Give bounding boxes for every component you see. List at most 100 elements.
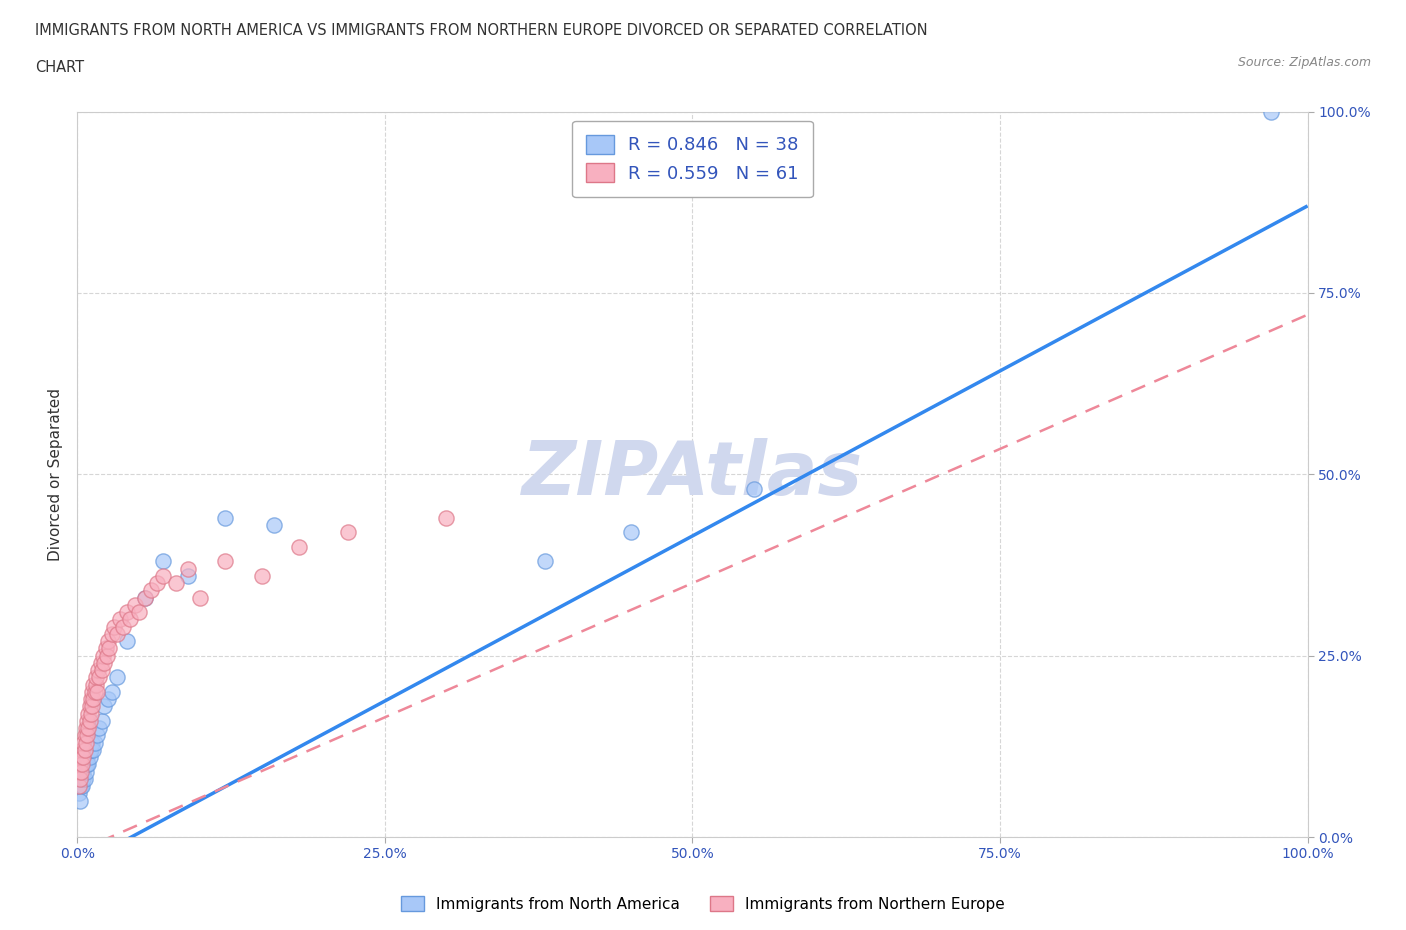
Point bbox=[188, 591, 212, 605]
Point bbox=[76, 713, 98, 728]
Point bbox=[73, 772, 96, 787]
Point bbox=[87, 663, 110, 678]
Point bbox=[214, 511, 236, 525]
Point bbox=[134, 591, 156, 605]
Point bbox=[101, 627, 124, 642]
Point bbox=[115, 604, 138, 619]
Point bbox=[82, 736, 104, 751]
Point bbox=[73, 757, 96, 772]
Point bbox=[73, 742, 96, 757]
Point bbox=[82, 677, 104, 692]
Point bbox=[120, 612, 142, 627]
Point bbox=[105, 627, 128, 642]
Point bbox=[141, 583, 163, 598]
Point bbox=[69, 757, 91, 772]
Point bbox=[94, 641, 117, 656]
Point bbox=[77, 757, 100, 772]
Point bbox=[90, 713, 114, 728]
Point bbox=[124, 597, 146, 612]
Point bbox=[84, 677, 107, 692]
Point bbox=[97, 633, 120, 648]
Point bbox=[69, 772, 91, 787]
Point bbox=[165, 576, 187, 591]
Point bbox=[70, 750, 93, 764]
Point bbox=[79, 742, 101, 757]
Point bbox=[76, 757, 98, 772]
Point bbox=[70, 778, 93, 793]
Point bbox=[84, 670, 107, 684]
Point bbox=[214, 554, 236, 569]
Point bbox=[96, 648, 118, 663]
Point bbox=[89, 670, 111, 684]
Text: IMMIGRANTS FROM NORTH AMERICA VS IMMIGRANTS FROM NORTHERN EUROPE DIVORCED OR SEP: IMMIGRANTS FROM NORTH AMERICA VS IMMIGRA… bbox=[35, 23, 928, 38]
Point bbox=[76, 728, 98, 743]
Point bbox=[72, 772, 94, 787]
Text: Source: ZipAtlas.com: Source: ZipAtlas.com bbox=[1237, 56, 1371, 69]
Point bbox=[134, 591, 156, 605]
Point bbox=[67, 778, 90, 793]
Point bbox=[67, 764, 90, 779]
Point bbox=[97, 692, 120, 707]
Point bbox=[534, 554, 557, 569]
Point bbox=[115, 633, 138, 648]
Point bbox=[75, 721, 97, 736]
Point bbox=[72, 764, 94, 779]
Point bbox=[83, 736, 105, 751]
Y-axis label: Divorced or Separated: Divorced or Separated bbox=[48, 388, 63, 561]
Point bbox=[73, 728, 96, 743]
Point bbox=[83, 684, 105, 699]
Point bbox=[742, 482, 765, 497]
Point bbox=[76, 750, 98, 764]
Point bbox=[75, 757, 97, 772]
Point bbox=[152, 554, 174, 569]
Text: ZIPAtlas: ZIPAtlas bbox=[522, 438, 863, 511]
Point bbox=[93, 656, 115, 671]
Point bbox=[250, 568, 273, 583]
Point bbox=[75, 736, 97, 751]
Point bbox=[90, 663, 114, 678]
Point bbox=[337, 525, 360, 539]
Point bbox=[152, 568, 174, 583]
Point bbox=[128, 604, 150, 619]
Point bbox=[72, 736, 94, 751]
Point bbox=[82, 742, 104, 757]
Point bbox=[79, 750, 101, 764]
Point bbox=[70, 772, 93, 787]
Point bbox=[82, 692, 104, 707]
Point bbox=[436, 511, 458, 525]
Point bbox=[146, 576, 169, 591]
Point bbox=[77, 706, 100, 721]
Point bbox=[111, 619, 134, 634]
Text: CHART: CHART bbox=[35, 60, 84, 75]
Legend: Immigrants from North America, Immigrants from Northern Europe: Immigrants from North America, Immigrant… bbox=[395, 889, 1011, 918]
Point bbox=[93, 699, 115, 714]
Point bbox=[86, 684, 108, 699]
Point bbox=[177, 561, 200, 576]
Point bbox=[177, 568, 200, 583]
Point bbox=[72, 750, 94, 764]
Point bbox=[89, 721, 111, 736]
Point bbox=[70, 778, 93, 793]
Point bbox=[70, 764, 93, 779]
Legend: R = 0.846   N = 38, R = 0.559   N = 61: R = 0.846 N = 38, R = 0.559 N = 61 bbox=[572, 121, 813, 197]
Point bbox=[79, 713, 101, 728]
Point bbox=[263, 518, 285, 533]
Point bbox=[91, 648, 114, 663]
Point bbox=[86, 728, 108, 743]
Point bbox=[98, 641, 121, 656]
Point bbox=[620, 525, 643, 539]
Point bbox=[90, 656, 112, 671]
Point bbox=[67, 786, 90, 801]
Point bbox=[77, 721, 100, 736]
Point bbox=[101, 684, 124, 699]
Point bbox=[80, 692, 103, 707]
Point bbox=[70, 742, 93, 757]
Point bbox=[80, 706, 103, 721]
Point bbox=[75, 764, 97, 779]
Point bbox=[110, 612, 132, 627]
Point bbox=[70, 757, 93, 772]
Point bbox=[1260, 104, 1282, 119]
Point bbox=[69, 793, 91, 808]
Point bbox=[82, 684, 104, 699]
Point bbox=[103, 619, 125, 634]
